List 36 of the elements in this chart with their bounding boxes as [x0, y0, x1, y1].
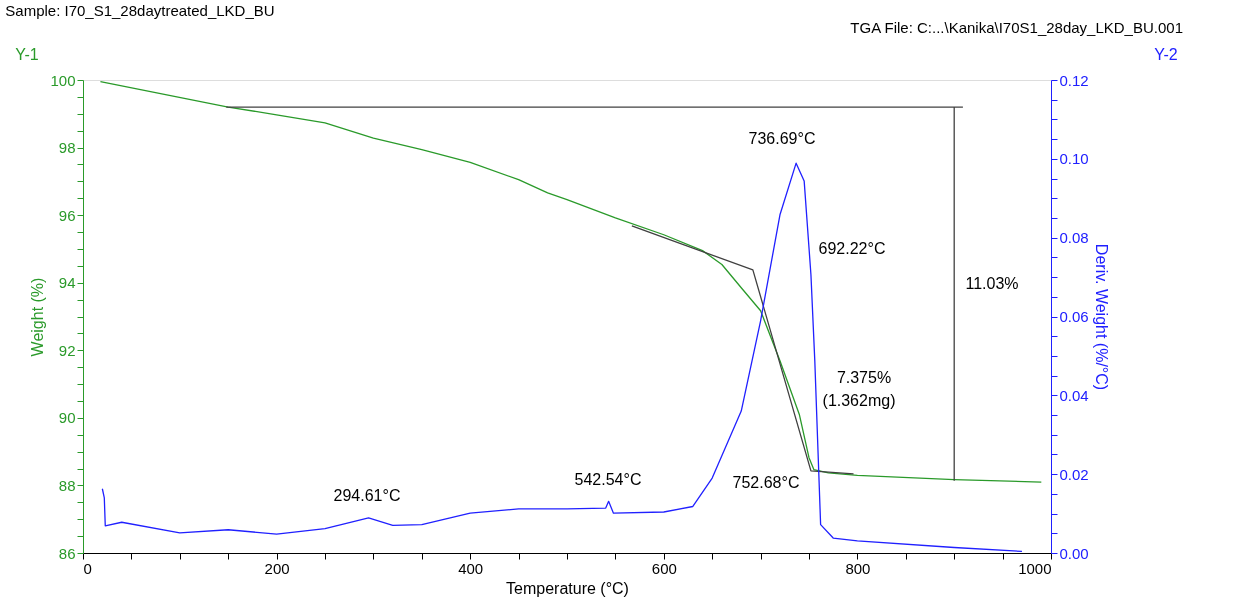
y-tick-label: 96	[58, 206, 76, 224]
y-tick-label: 92	[58, 341, 76, 359]
text: Y-2	[1154, 46, 1178, 63]
x-tick-label: 200	[264, 559, 290, 577]
annotation: 294.61°C	[333, 487, 401, 504]
x-tick-label: 1000	[1018, 559, 1052, 577]
x-tick-label: 400	[458, 559, 484, 577]
y-tick-label: 94	[58, 274, 76, 292]
annotation: (1.362mg)	[822, 392, 896, 409]
y2-tick-label: 0.12	[1059, 71, 1089, 89]
annotation: 736.69°C	[748, 130, 816, 147]
chart-title: Sample: I70_S1_28daytreated_LKD_BU	[5, 2, 275, 19]
x-tick-label: 600	[651, 559, 677, 577]
annotation: 542.54°C	[574, 471, 642, 488]
x-tick-label: 0	[83, 559, 92, 577]
chart-subtitle: TGA File: C:...\Kanika\I70S1_28day_LKD_BU.001	[850, 19, 1183, 36]
x-axis-title: Temperature (°C)	[506, 579, 629, 597]
y-tick-label: 100	[50, 71, 76, 89]
y2-axis-title: Deriv. Weight (%/°C)	[1092, 243, 1110, 391]
y-tick-label: 88	[58, 476, 76, 494]
y2-tick-label: 0.06	[1059, 308, 1089, 325]
y-axis-title: Weight (%)	[29, 277, 47, 357]
text: Y-1	[15, 46, 39, 63]
x-tick-label: 800	[845, 559, 871, 577]
y-tick-label: 86	[58, 544, 76, 562]
y-tick-label: 90	[58, 409, 76, 427]
y2-tick-label: 0.08	[1059, 229, 1089, 247]
annotation: 11.03%	[965, 275, 1019, 292]
annotation: 692.22°C	[818, 240, 886, 257]
annotation: 7.375%	[836, 369, 892, 386]
y2-tick-label: 0.04	[1059, 386, 1089, 404]
annotation: 752.68°C	[732, 474, 800, 491]
y2-tick-label: 0.10	[1059, 150, 1089, 168]
y-tick-label: 98	[58, 139, 76, 157]
y2-tick-label: 0.02	[1059, 465, 1089, 483]
y2-tick-label: 0.00	[1059, 544, 1089, 562]
